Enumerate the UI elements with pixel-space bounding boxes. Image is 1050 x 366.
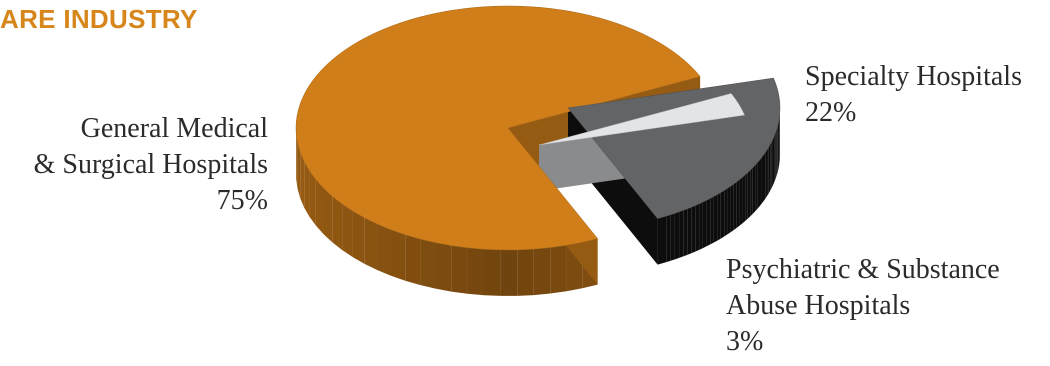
pie-side-segment-1 — [695, 203, 700, 252]
pie-side-segment-0 — [377, 224, 391, 276]
pie-side-segment-1 — [767, 147, 769, 196]
pie-side-segment-1 — [733, 181, 737, 231]
slice-value-specialty: 22% — [805, 97, 857, 128]
pie-side-segment-1 — [713, 194, 718, 243]
slice-label-general-line1: General Medical — [80, 113, 268, 144]
slice-label-specialty: Specialty Hospitals 22% — [805, 59, 1022, 131]
pie-side-segment-0 — [300, 152, 305, 208]
pie-side-segment-1 — [661, 216, 667, 264]
pie-side-segment-1 — [736, 179, 740, 228]
pie-side-segment-1 — [757, 160, 760, 209]
slice-label-general: General Medical & Surgical Hospitals 75% — [34, 111, 268, 219]
pie-side-segment-0 — [533, 247, 551, 296]
pie-side-segment-1 — [724, 188, 728, 237]
slice-label-psych-line2: Abuse Hospitals — [726, 290, 911, 321]
pie-side-segment-1 — [702, 200, 707, 249]
pie-side-segment-0 — [467, 247, 485, 296]
pie-side-segment-1 — [657, 217, 662, 265]
pie-side-segment-1 — [776, 128, 778, 178]
page-header-title: ARE INDUSTRY — [0, 4, 198, 34]
pie-side-segment-1 — [747, 170, 751, 219]
pie-side-segment-0 — [304, 161, 310, 217]
pie-side-segment-1 — [742, 175, 746, 224]
pie-side-segment-1 — [666, 214, 671, 263]
pie-slice-0 — [295, 5, 701, 251]
pie-side-segment-1 — [763, 152, 766, 202]
pie-side-segment-1 — [759, 157, 762, 207]
pie-side-segment-1 — [771, 139, 773, 188]
pie-side-segment-1 — [752, 165, 756, 214]
pie-side-segment-1 — [706, 198, 711, 247]
pie-side-segment-0 — [297, 142, 301, 199]
pie-side-segment-1 — [777, 125, 778, 175]
pie-side-segment-1 — [772, 136, 775, 186]
pie-side-segment-0 — [405, 234, 421, 286]
pie-side-segment-0 — [315, 179, 324, 235]
slice-label-psych: Psychiatric & Substance Abuse Hospitals … — [726, 252, 1000, 360]
pie-side-segment-0 — [323, 188, 333, 243]
pie-side-segment-1 — [699, 202, 703, 250]
pie-side-segment-1 — [750, 167, 753, 217]
pie-side-segment-0 — [500, 249, 518, 296]
pie-side-segment-1 — [730, 184, 734, 233]
pie-side-segment-0 — [309, 170, 316, 226]
pie-side-segment-0 — [550, 245, 567, 294]
slice-label-specialty-line1: Specialty Hospitals — [805, 61, 1022, 92]
pie-side-segment-0 — [390, 229, 406, 281]
pie-side-segment-1 — [755, 162, 758, 212]
pie-side-segment-1 — [670, 213, 675, 261]
pie-side-segment-1 — [768, 144, 771, 194]
pie-side-segment-1 — [674, 211, 680, 260]
slice-label-general-line2: & Surgical Hospitals — [33, 149, 268, 180]
pie-side-segment-1 — [778, 119, 779, 169]
slice-value-general: 75% — [216, 185, 268, 216]
pie-side-segment-1 — [679, 210, 684, 258]
pie-side-segment-1 — [777, 122, 779, 172]
pie-side-segment-0 — [332, 196, 343, 250]
pie-side-segment-1 — [775, 131, 777, 180]
pie-side-segment-1 — [687, 207, 692, 255]
pie-side-segment-0 — [296, 133, 298, 189]
pie-side-segment-1 — [739, 177, 743, 226]
pie-side-segment-1 — [770, 141, 772, 191]
pie-side-segment-0 — [364, 217, 378, 271]
pie-side-segment-1 — [710, 196, 714, 245]
pie-side-segment-1 — [745, 172, 748, 222]
pie-side-segment-1 — [683, 208, 688, 257]
pie-side-segment-1 — [765, 149, 768, 199]
pie-side-segment-0 — [484, 249, 501, 296]
pie-side-segment-1 — [720, 190, 725, 239]
pie-side-segment-0 — [420, 239, 436, 289]
pie-side-segment-1 — [727, 186, 731, 235]
pie-side-segment-0 — [342, 203, 353, 258]
pie-side-segment-0 — [451, 245, 468, 294]
pie-side-segment-0 — [435, 242, 452, 292]
pie-side-segment-1 — [761, 155, 764, 204]
slice-label-psych-line1: Psychiatric & Substance — [726, 254, 1000, 285]
slice-value-psych: 3% — [726, 326, 764, 357]
pie-side-segment-1 — [691, 205, 696, 254]
pie-slice-2 — [538, 93, 745, 146]
pie-side-segment-0 — [517, 249, 534, 296]
pie-side-segment-1 — [717, 192, 721, 241]
pie-side-segment-0 — [352, 211, 365, 264]
pie-side-segment-1 — [774, 133, 776, 183]
